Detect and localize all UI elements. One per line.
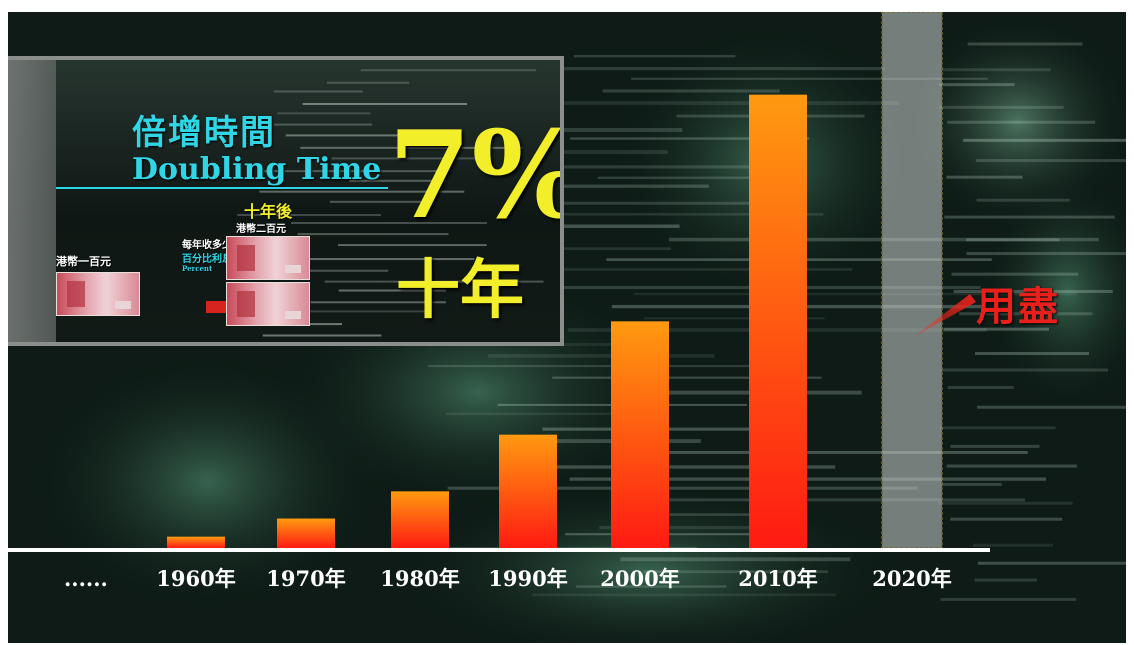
start-amount-label: 港幣一百元	[56, 255, 111, 268]
interest-rate-value: 7%	[388, 105, 560, 246]
bar-1980	[391, 491, 449, 548]
highlight-band-2020	[881, 12, 943, 549]
annotation-slash-mark	[912, 294, 976, 338]
chart-stage: 倍增時間 Doubling Time 7% 十年 港幣一百元 每年收多少 百分比…	[8, 12, 1126, 643]
tick-label-1980: 1980年	[380, 566, 459, 591]
tick-label-2000: 2000年	[600, 566, 679, 591]
banknote-start-icon	[56, 272, 140, 316]
bar-2010	[749, 94, 807, 549]
after-amount-label: 港幣二百元	[236, 224, 286, 235]
tick-label-1990: 1990年	[488, 566, 567, 591]
interest-question-line2: 百分比利息	[182, 254, 232, 265]
bar-1960	[167, 536, 225, 548]
bar-1990	[499, 434, 557, 548]
interest-question-line1: 每年收多少	[182, 240, 232, 251]
tick-label-1960: 1960年	[156, 566, 235, 591]
doubling-period-value: 十年	[396, 253, 524, 328]
bar-2000	[611, 321, 669, 548]
depleted-annotation: 用盡	[976, 283, 1060, 330]
banknote-after-2-icon	[226, 282, 310, 326]
panel-side-strip	[8, 60, 56, 342]
banknote-after-1-icon	[226, 236, 310, 280]
interest-question-line3: Percent	[182, 264, 213, 273]
after-ten-years-label: 十年後	[244, 202, 293, 221]
doubling-time-title-english: Doubling Time	[132, 152, 382, 187]
tick-label-2010: 2010年	[738, 566, 817, 591]
exponential-bar-chart: 1960年 1970年 1980年 1990年 2000年 2010年 2020年.....…	[8, 12, 990, 591]
doubling-time-title-chinese: 倍增時間	[132, 113, 276, 153]
doubling-time-panel: 倍增時間 Doubling Time 7% 十年 港幣一百元 每年收多少 百分比…	[8, 56, 564, 346]
tick-label-1970: 1970年	[266, 566, 345, 591]
title-underline	[56, 187, 388, 189]
bar-1970	[277, 518, 335, 548]
panel-light-streaks	[237, 69, 544, 337]
tick-label-leading-ellipsis: ......	[64, 566, 108, 591]
tick-label-2020: 2020年	[872, 566, 951, 591]
